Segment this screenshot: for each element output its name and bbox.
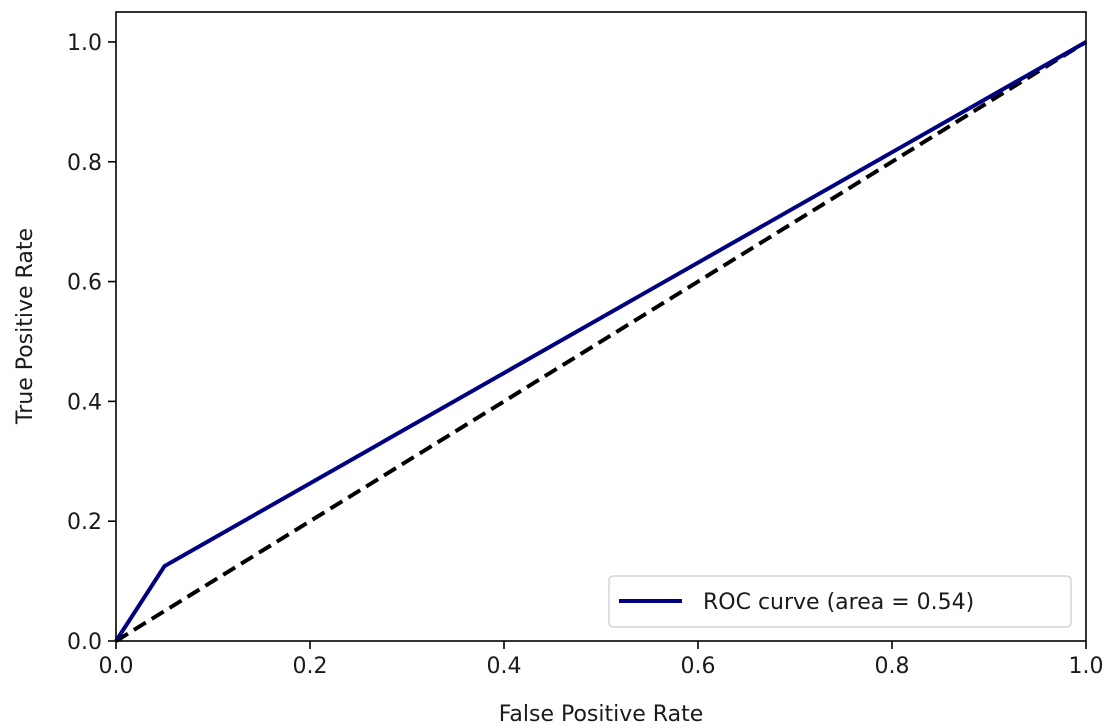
legend-box — [608, 575, 1072, 628]
chance-diagonal-line — [114, 40, 1088, 643]
y-tick-label: 0.4 — [67, 390, 102, 415]
y-tick-label: 0.0 — [67, 630, 102, 655]
y-tick-label: 0.8 — [67, 151, 102, 176]
x-tick-label: 0.6 — [681, 654, 716, 679]
roc-curve-line — [114, 40, 1087, 643]
x-tick-label: 0.8 — [875, 654, 910, 679]
legend-label-roc: ROC curve (area = 0.54) — [703, 590, 974, 615]
plot-frame — [116, 12, 1086, 641]
x-tick-label: 0.0 — [99, 654, 134, 679]
legend: ROC curve (area = 0.54) — [608, 575, 1072, 628]
series-layer — [114, 40, 1088, 643]
plot-area — [116, 12, 1086, 641]
y-tick-label: 0.6 — [67, 271, 102, 296]
axes-border — [115, 11, 1087, 642]
y-tick-label: 0.2 — [67, 510, 102, 535]
y-axis-label: True Positive Rate — [13, 228, 38, 425]
x-tick-label: 0.2 — [293, 654, 328, 679]
x-axis-ticks: 0.0 0.2 0.4 0.6 0.8 1.0 — [99, 641, 1104, 679]
x-tick-label: 0.4 — [487, 654, 522, 679]
y-tick-label: 1.0 — [67, 31, 102, 56]
y-axis-ticks: 0.0 0.2 0.4 0.6 0.8 1.0 — [67, 31, 116, 655]
x-tick-label: 1.0 — [1069, 654, 1104, 679]
x-axis-label: False Positive Rate — [499, 702, 703, 727]
